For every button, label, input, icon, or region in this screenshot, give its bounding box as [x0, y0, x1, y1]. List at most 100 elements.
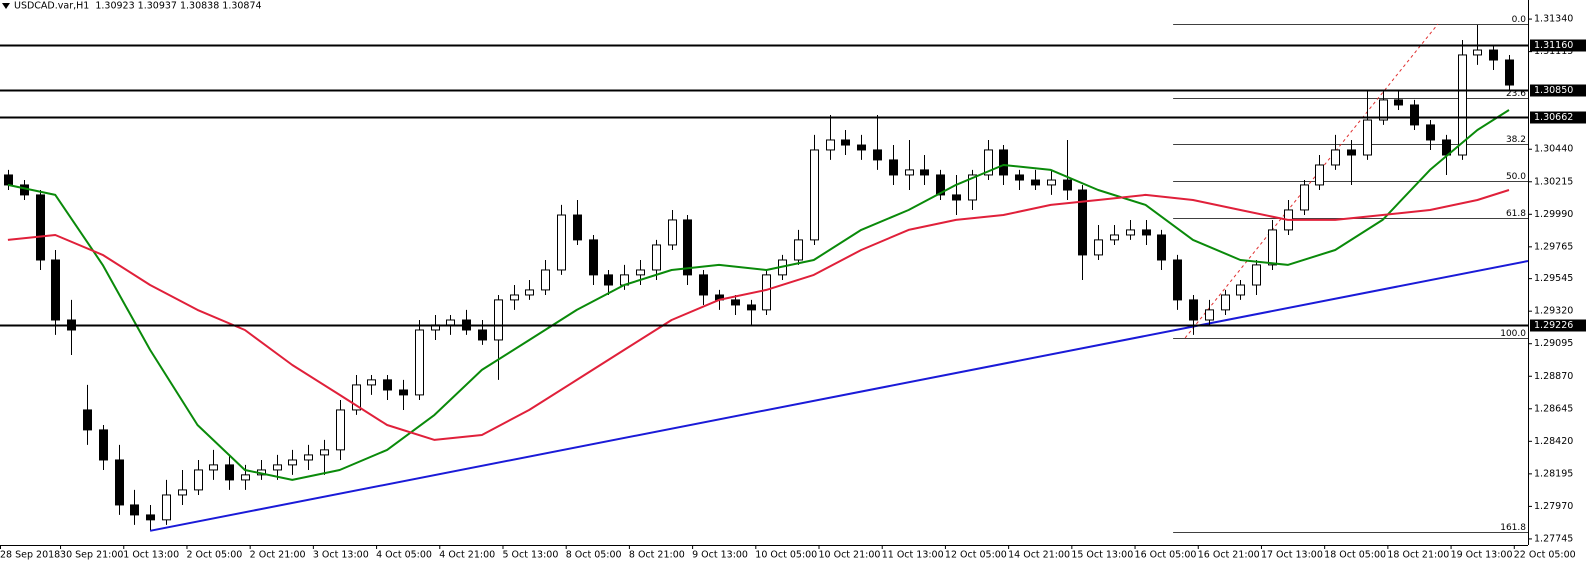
- y-tick-label: 1.29320: [1534, 306, 1573, 317]
- candle-body: [510, 294, 519, 301]
- candle-body: [889, 159, 898, 176]
- candle-body: [652, 244, 661, 271]
- candle-body: [541, 269, 550, 291]
- candle-body: [494, 299, 503, 341]
- x-tick-label: 18 Oct 21:00: [1387, 550, 1449, 561]
- fib-level-label: 50.0: [1506, 172, 1526, 182]
- y-tick-label: 1.30215: [1534, 176, 1573, 187]
- candle-body: [194, 469, 203, 491]
- candle-body: [731, 299, 740, 306]
- candle-body: [857, 144, 866, 151]
- price-label-box: [1530, 319, 1586, 332]
- x-tick-label: 16 Oct 05:00: [1135, 550, 1197, 561]
- candle-body: [1189, 299, 1198, 321]
- x-tick-label: 10 Oct 21:00: [819, 550, 881, 561]
- candle-body: [1315, 164, 1324, 186]
- y-tick-label: 1.28420: [1534, 436, 1573, 447]
- candle-body: [115, 459, 124, 506]
- candle-body: [984, 149, 993, 176]
- price-label: 1.31160: [1534, 40, 1573, 51]
- candle-body: [604, 274, 613, 286]
- candle-body: [873, 149, 882, 161]
- moving-average: [7, 189, 1510, 441]
- candle-body: [209, 464, 218, 471]
- x-tick-label: 12 Oct 05:00: [945, 550, 1007, 561]
- candle-body: [1063, 179, 1072, 191]
- candle-body: [352, 384, 361, 411]
- candle-body: [146, 514, 155, 521]
- candle-body: [1489, 49, 1498, 61]
- x-tick-label: 30 Sep 21:00: [60, 550, 123, 561]
- candle-body: [1394, 99, 1403, 106]
- x-tick-label: 3 Oct 13:00: [313, 550, 369, 561]
- y-tick-label: 1.31115: [1534, 46, 1573, 57]
- candle-body: [99, 429, 108, 461]
- x-tick-label: 2 Oct 21:00: [250, 550, 306, 561]
- candle-body: [1110, 234, 1119, 241]
- candle-body: [83, 409, 92, 431]
- candle-body: [336, 409, 345, 451]
- x-tick-label: 1 Oct 13:00: [123, 550, 179, 561]
- candle-body: [399, 389, 408, 396]
- candle-body: [4, 174, 13, 186]
- candle-body: [273, 464, 282, 471]
- candle-body: [573, 214, 582, 241]
- candle-body: [1363, 119, 1372, 156]
- collapse-icon[interactable]: [2, 3, 10, 9]
- x-tick-label: 17 Oct 13:00: [1261, 550, 1323, 561]
- candle-body: [1031, 179, 1040, 186]
- fib-level-label: 23.6: [1506, 89, 1526, 99]
- candle-body: [446, 319, 455, 326]
- candle-body: [826, 139, 835, 151]
- y-tick-label: 1.28870: [1534, 371, 1573, 382]
- x-tick-label: 5 Oct 13:00: [502, 550, 558, 561]
- price-label-box: [1530, 39, 1586, 52]
- candle-body: [1473, 49, 1482, 56]
- chart-title: USDCAD.var,H1 1.30923 1.30937 1.30838 1.…: [14, 1, 262, 12]
- candle-body: [415, 329, 424, 396]
- candle-body: [1142, 229, 1151, 236]
- candle-body: [478, 329, 487, 341]
- candle-body: [1505, 59, 1514, 86]
- candle-body: [1426, 124, 1435, 141]
- price-label: 1.29226: [1534, 320, 1573, 331]
- trendline: [149, 260, 1529, 532]
- candle-body: [178, 489, 187, 496]
- candle-body: [1094, 239, 1103, 256]
- candle-body: [1205, 309, 1214, 321]
- candle-body: [383, 379, 392, 391]
- candle-body: [367, 379, 376, 386]
- candle-body: [668, 219, 677, 246]
- y-tick-label: 1.27745: [1534, 533, 1573, 544]
- candle-body: [1379, 99, 1388, 121]
- candle-body: [1126, 229, 1135, 236]
- candle-body: [1268, 229, 1277, 266]
- y-tick-label: 1.30440: [1534, 144, 1573, 155]
- x-tick-label: 14 Oct 21:00: [1008, 550, 1070, 561]
- candle-body: [683, 219, 692, 276]
- candle-body: [557, 214, 566, 271]
- price-label: 1.30850: [1534, 85, 1573, 96]
- candle-body: [304, 454, 313, 461]
- moving-average: [7, 109, 1510, 481]
- candle-body: [1252, 264, 1261, 286]
- x-tick-label: 19 Oct 13:00: [1451, 550, 1513, 561]
- candle-body: [952, 194, 961, 201]
- x-tick-label: 10 Oct 05:00: [755, 550, 817, 561]
- candle-body: [1157, 234, 1166, 261]
- fib-level-label: 61.8: [1506, 209, 1526, 219]
- candle-body: [1221, 294, 1230, 311]
- candle-body: [1410, 104, 1419, 126]
- candle-body: [1458, 54, 1467, 156]
- fib-level-label: 0.0: [1512, 15, 1527, 25]
- y-tick-label: 1.28645: [1534, 403, 1573, 414]
- candle-body: [1236, 284, 1245, 296]
- candle-body: [636, 269, 645, 276]
- candle-body: [130, 504, 139, 516]
- x-tick-label: 9 Oct 13:00: [692, 550, 748, 561]
- candle-body: [747, 304, 756, 311]
- x-tick-label: 16 Oct 21:00: [1198, 550, 1260, 561]
